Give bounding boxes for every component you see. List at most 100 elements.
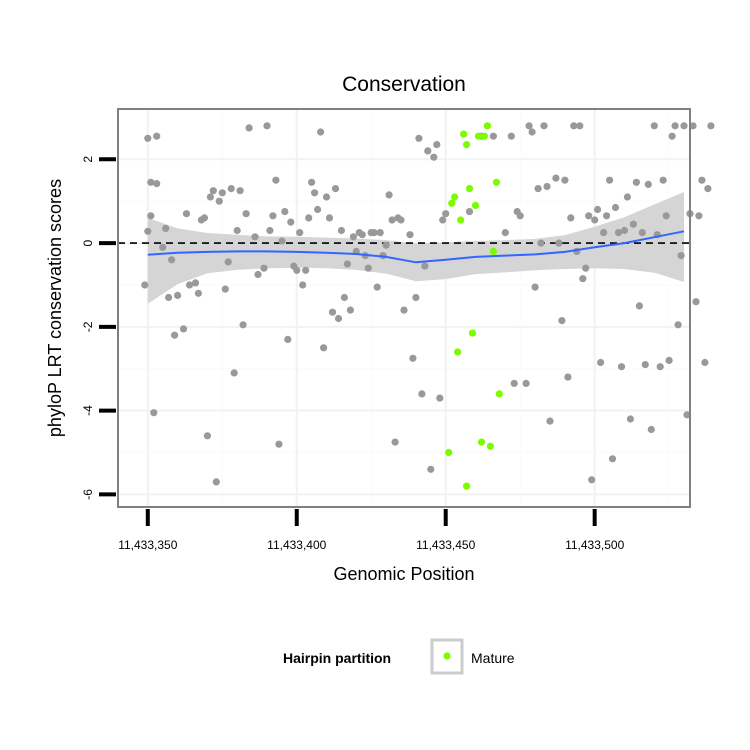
data-point	[334, 314, 343, 323]
data-point	[501, 229, 509, 237]
data-point	[340, 293, 348, 302]
data-point	[662, 212, 670, 220]
data-point	[215, 197, 223, 205]
data-point	[546, 417, 554, 425]
x-tick-label: 11,433,400	[267, 538, 326, 552]
data-point	[608, 455, 617, 463]
chart-title: Conservation	[342, 73, 466, 96]
data-point	[582, 264, 590, 272]
data-point	[150, 409, 158, 417]
data-point	[349, 233, 357, 241]
y-tick-label: -4	[81, 405, 95, 416]
data-point	[659, 176, 667, 184]
data-point	[430, 153, 438, 161]
data-point-mature	[474, 132, 483, 140]
data-point	[376, 229, 384, 237]
data-point	[439, 216, 447, 224]
confidence-band	[147, 192, 685, 304]
data-point	[230, 369, 238, 377]
data-point	[218, 189, 226, 197]
data-point	[555, 239, 563, 247]
data-point	[302, 266, 310, 274]
data-point	[185, 281, 194, 289]
data-point	[272, 176, 280, 184]
data-point	[308, 178, 316, 186]
y-tick-label: 2	[81, 156, 95, 163]
data-point	[191, 279, 200, 287]
data-point	[322, 193, 331, 201]
x-tick-label: 11,433,450	[416, 538, 475, 552]
data-point	[236, 187, 244, 195]
data-point	[159, 243, 167, 251]
data-point	[400, 306, 408, 314]
data-point	[704, 185, 712, 193]
data-point	[570, 122, 578, 130]
data-point	[224, 258, 232, 266]
data-point	[325, 214, 334, 222]
axes: 11,433,350 11,433,400 11,433,450 11,433,500…	[81, 156, 625, 552]
data-point	[397, 216, 405, 224]
data-point	[299, 281, 307, 289]
data-point	[287, 218, 295, 226]
data-point-mature	[486, 442, 494, 450]
data-point	[141, 281, 149, 289]
data-point	[638, 229, 646, 237]
data-point	[620, 226, 629, 235]
y-tick-label: -6	[81, 489, 95, 500]
smooth-line-path	[147, 230, 685, 264]
data-point	[617, 363, 626, 371]
data-point-mature	[489, 247, 497, 255]
data-point	[364, 264, 372, 272]
data-point	[698, 176, 706, 184]
data-points	[141, 122, 715, 490]
data-point-mature	[483, 122, 491, 130]
data-point	[147, 212, 155, 220]
data-point	[171, 331, 179, 339]
data-point	[179, 325, 188, 333]
data-point	[552, 174, 560, 182]
data-point	[203, 432, 211, 440]
data-point	[677, 252, 685, 260]
data-point	[489, 132, 497, 140]
data-point-mature	[471, 201, 480, 209]
data-point	[254, 270, 262, 279]
legend-key-mature	[443, 652, 451, 660]
data-point	[668, 132, 676, 140]
data-point	[558, 317, 566, 325]
data-point-mature	[492, 178, 500, 186]
data-point	[168, 256, 176, 264]
data-point	[689, 122, 697, 130]
data-point	[680, 122, 688, 130]
data-point	[585, 212, 593, 220]
data-point	[588, 476, 596, 484]
data-point	[674, 321, 682, 329]
data-point	[337, 226, 345, 235]
data-point	[707, 122, 715, 130]
data-point-mature	[495, 390, 503, 398]
data-point	[433, 141, 441, 149]
data-point	[311, 189, 319, 197]
data-point	[415, 134, 423, 142]
data-point	[576, 122, 584, 130]
data-point	[516, 212, 524, 220]
data-point-mature	[465, 185, 474, 193]
data-point	[409, 354, 417, 362]
data-point	[200, 214, 208, 222]
data-point-mature	[445, 448, 453, 457]
data-point	[561, 176, 569, 184]
data-point	[165, 293, 173, 302]
data-point	[206, 193, 214, 201]
data-point	[641, 361, 649, 369]
data-point	[701, 358, 709, 367]
data-point	[418, 390, 426, 398]
data-point	[373, 283, 381, 291]
data-point	[385, 191, 393, 199]
data-point	[567, 214, 575, 222]
data-point	[412, 293, 420, 302]
data-point	[281, 208, 289, 216]
data-point	[358, 231, 366, 239]
data-point	[269, 212, 277, 220]
data-point	[591, 216, 599, 224]
confidence-band-area	[147, 192, 685, 304]
